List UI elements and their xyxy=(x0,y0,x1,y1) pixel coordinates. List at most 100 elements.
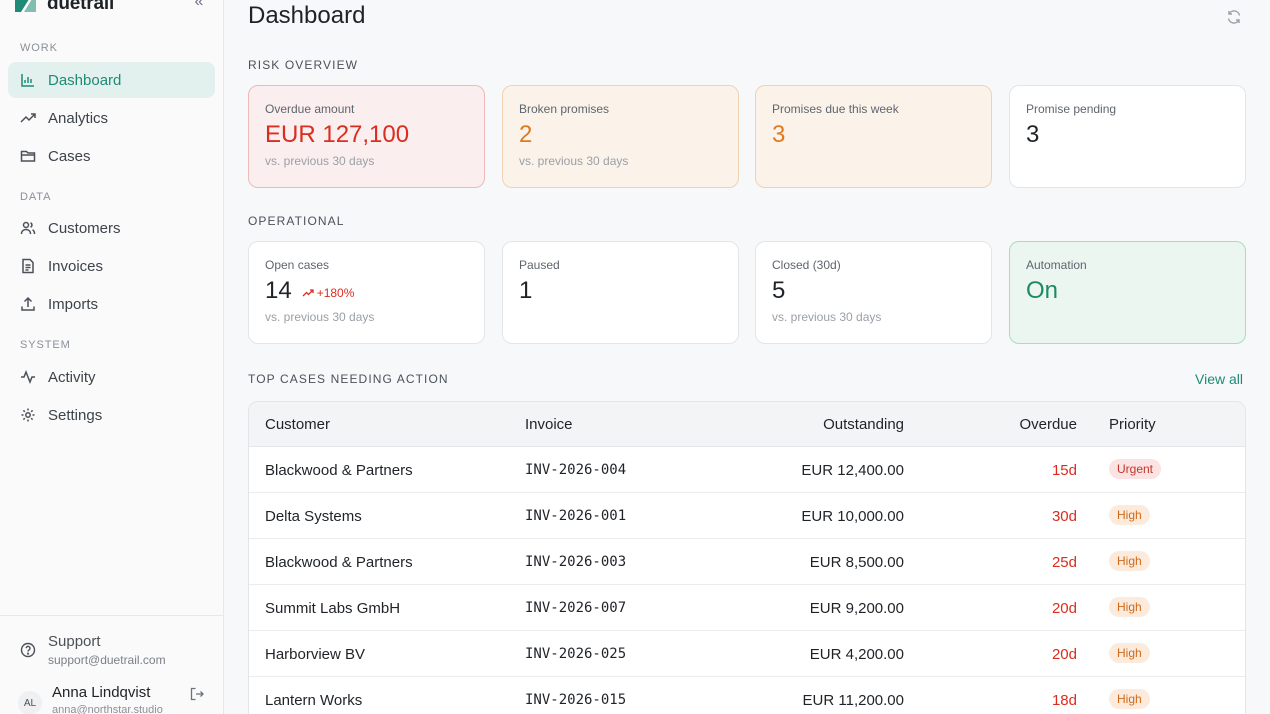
cell-customer: Summit Labs GmbH xyxy=(265,600,401,617)
sidebar-item-imports[interactable]: Imports xyxy=(8,286,215,322)
card-label: Paused xyxy=(519,258,560,272)
card-paused[interactable]: Paused 1 xyxy=(502,241,739,344)
card-overdue-amount[interactable]: Overdue amount EUR 127,100 vs. previous … xyxy=(248,85,485,188)
card-value: On xyxy=(1026,277,1229,305)
card-value-text: 3 xyxy=(772,121,786,148)
card-value-text: 2 xyxy=(519,121,533,148)
table-row[interactable]: Blackwood & Partners INV-2026-003 EUR 8,… xyxy=(249,539,1245,585)
folder-icon xyxy=(20,150,36,162)
column-header-customer[interactable]: Customer xyxy=(265,416,331,433)
cell-invoice: INV-2026-003 xyxy=(525,554,627,570)
sidebar-item-cases[interactable]: Cases xyxy=(8,138,215,174)
view-all-link[interactable]: View all xyxy=(1195,371,1243,387)
column-header-overdue[interactable]: Overdue xyxy=(1019,416,1077,433)
section-label-operational: OPERATIONAL xyxy=(248,214,345,228)
sidebar-item-analytics[interactable]: Analytics xyxy=(8,100,215,136)
card-automation[interactable]: Automation On xyxy=(1009,241,1246,344)
support-link[interactable]: Support support@duetrail.com xyxy=(20,633,166,667)
priority-badge: High xyxy=(1109,689,1150,709)
card-open-cases[interactable]: Open cases 14 +180% vs. previous 30 days xyxy=(248,241,485,344)
cell-customer: Lantern Works xyxy=(265,692,363,709)
logout-icon[interactable] xyxy=(190,687,204,701)
priority-badge: High xyxy=(1109,505,1150,525)
users-icon xyxy=(20,221,36,235)
cell-overdue: 25d xyxy=(1051,554,1077,571)
sidebar-item-dashboard[interactable]: Dashboard xyxy=(8,62,215,98)
sidebar-item-label: Invoices xyxy=(48,257,104,275)
user-name: Anna Lindqvist xyxy=(52,684,151,701)
sidebar-item-label: Settings xyxy=(48,406,103,424)
cell-overdue: 20d xyxy=(1051,600,1077,617)
cell-invoice: INV-2026-025 xyxy=(525,646,627,662)
table-row[interactable]: Lantern Works INV-2026-015 EUR 11,200.00… xyxy=(249,677,1245,714)
cell-overdue: 18d xyxy=(1051,692,1077,709)
section-label-data: DATA xyxy=(20,191,52,203)
section-label-system: SYSTEM xyxy=(20,339,71,351)
cell-outstanding: EUR 10,000.00 xyxy=(801,508,904,525)
sidebar-item-activity[interactable]: Activity xyxy=(8,359,215,395)
priority-badge: High xyxy=(1109,551,1150,571)
duetrail-logo-icon xyxy=(15,0,36,12)
card-value-text: EUR 127,100 xyxy=(265,121,410,148)
sidebar-item-customers[interactable]: Customers xyxy=(8,210,215,246)
card-value-text: On xyxy=(1026,277,1059,304)
trending-up-icon xyxy=(302,289,314,297)
card-value: 5 xyxy=(772,277,975,305)
card-value-text: 5 xyxy=(772,277,786,304)
card-promise-pending[interactable]: Promise pending 3 xyxy=(1009,85,1246,188)
collapse-sidebar-icon[interactable]: « xyxy=(194,0,204,10)
card-subtext: vs. previous 30 days xyxy=(265,310,375,324)
sidebar-item-invoices[interactable]: Invoices xyxy=(8,248,215,284)
card-label: Automation xyxy=(1026,258,1087,272)
card-label: Closed (30d) xyxy=(772,258,841,272)
table-header: Customer Invoice Outstanding Overdue Pri… xyxy=(249,402,1245,447)
card-closed-30d[interactable]: Closed (30d) 5 vs. previous 30 days xyxy=(755,241,992,344)
section-label-top-cases: TOP CASES NEEDING ACTION xyxy=(248,372,449,386)
sidebar-item-settings[interactable]: Settings xyxy=(8,397,215,433)
sidebar-item-label: Activity xyxy=(48,368,96,386)
cell-outstanding: EUR 4,200.00 xyxy=(809,646,904,663)
column-header-outstanding[interactable]: Outstanding xyxy=(823,416,904,433)
card-value: 3 xyxy=(1026,121,1229,149)
section-label-work: WORK xyxy=(20,42,58,54)
cell-overdue: 30d xyxy=(1051,508,1077,525)
brand[interactable]: duetrail xyxy=(12,0,114,16)
table-row[interactable]: Summit Labs GmbH INV-2026-007 EUR 9,200.… xyxy=(249,585,1245,631)
table-row[interactable]: Delta Systems INV-2026-001 EUR 10,000.00… xyxy=(249,493,1245,539)
card-value: 2 xyxy=(519,121,722,149)
column-header-invoice[interactable]: Invoice xyxy=(525,416,573,433)
card-value-text: 14 xyxy=(265,277,292,304)
bar-chart-icon xyxy=(21,74,34,87)
card-value: EUR 127,100 xyxy=(265,121,468,149)
table-row[interactable]: Blackwood & Partners INV-2026-004 EUR 12… xyxy=(249,447,1245,493)
section-label-risk-overview: RISK OVERVIEW xyxy=(248,58,359,72)
cell-invoice: INV-2026-004 xyxy=(525,462,627,478)
table-row[interactable]: Harborview BV INV-2026-025 EUR 4,200.00 … xyxy=(249,631,1245,677)
sidebar-item-label: Imports xyxy=(48,295,99,313)
cell-customer: Blackwood & Partners xyxy=(265,554,413,571)
priority-badge: High xyxy=(1109,643,1150,663)
cell-outstanding: EUR 8,500.00 xyxy=(809,554,904,571)
activity-icon xyxy=(21,369,35,385)
user-profile[interactable]: AL Anna Lindqvist anna@northstar.studio xyxy=(18,684,163,714)
card-subtext: vs. previous 30 days xyxy=(265,154,375,168)
trend-badge: +180% xyxy=(302,286,354,300)
sidebar-item-label: Analytics xyxy=(48,109,109,127)
cell-invoice: INV-2026-001 xyxy=(525,508,627,524)
refresh-icon[interactable] xyxy=(1226,9,1242,25)
card-label: Broken promises xyxy=(519,102,610,116)
upload-icon xyxy=(21,296,35,311)
cell-customer: Delta Systems xyxy=(265,508,362,525)
trending-up-icon xyxy=(20,113,36,123)
support-title: Support xyxy=(48,633,101,650)
column-header-priority[interactable]: Priority xyxy=(1109,416,1156,433)
gear-icon xyxy=(21,408,35,422)
cell-overdue: 15d xyxy=(1051,462,1077,479)
card-broken-promises[interactable]: Broken promises 2 vs. previous 30 days xyxy=(502,85,739,188)
cell-customer: Blackwood & Partners xyxy=(265,462,413,479)
brand-name: duetrail xyxy=(47,0,115,14)
sidebar-divider xyxy=(0,615,224,616)
card-promises-due-this-week[interactable]: Promises due this week 3 xyxy=(755,85,992,188)
cell-outstanding: EUR 12,400.00 xyxy=(801,462,904,479)
cell-outstanding: EUR 11,200.00 xyxy=(802,692,904,709)
